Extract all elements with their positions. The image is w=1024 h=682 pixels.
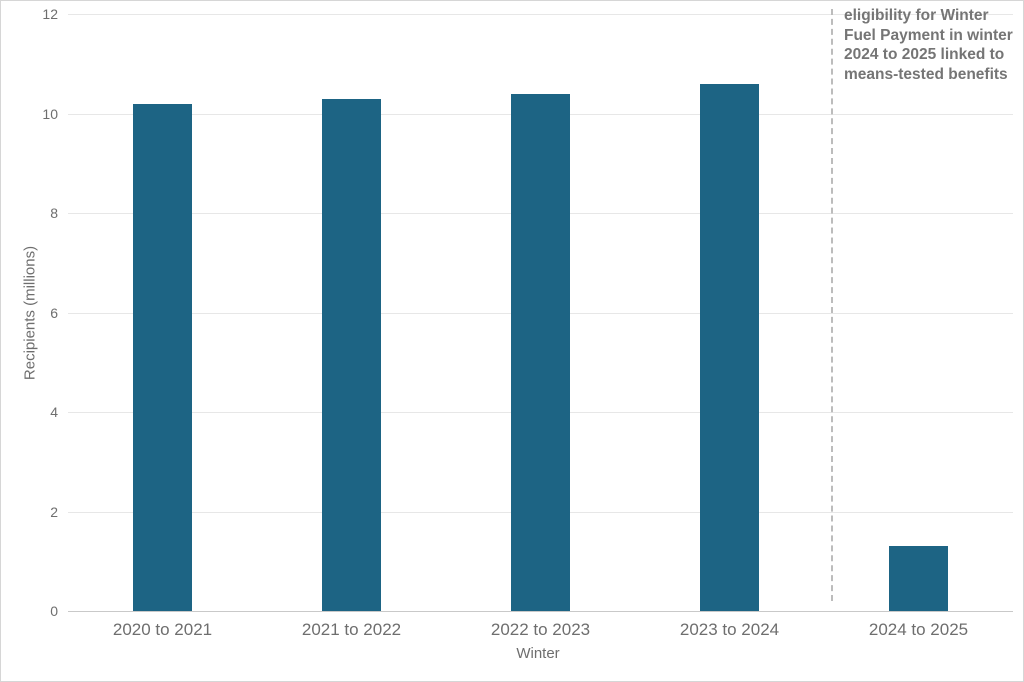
bar bbox=[322, 98, 381, 611]
gridline bbox=[68, 14, 1013, 15]
x-category-label: 2024 to 2025 bbox=[868, 620, 969, 639]
y-tick-label: 0 bbox=[50, 603, 58, 619]
y-axis-title: Recipients (millions) bbox=[21, 245, 39, 381]
x-category-label: 2020 to 2021 bbox=[112, 620, 213, 639]
bar bbox=[511, 93, 570, 611]
chart-annotation: eligibility for Winter Fuel Payment in w… bbox=[844, 7, 1013, 83]
y-tick-label: 12 bbox=[42, 6, 58, 22]
y-tick-label: 2 bbox=[50, 503, 58, 520]
bar bbox=[700, 83, 759, 611]
x-category-label: 2022 to 2023 bbox=[490, 620, 591, 639]
bar bbox=[889, 546, 948, 611]
y-tick-label: 6 bbox=[50, 304, 58, 321]
x-axis-line bbox=[68, 611, 1013, 612]
y-tick-label: 4 bbox=[50, 404, 58, 420]
x-category-label: 2021 to 2022 bbox=[301, 620, 402, 639]
x-category-label: 2023 to 2024 bbox=[679, 620, 780, 639]
bar bbox=[133, 103, 192, 611]
x-axis-title: Winter bbox=[516, 645, 560, 662]
y-tick-label: 8 bbox=[50, 205, 58, 221]
event-divider-dashed-line bbox=[831, 9, 833, 601]
y-tick-label: 10 bbox=[42, 105, 58, 122]
